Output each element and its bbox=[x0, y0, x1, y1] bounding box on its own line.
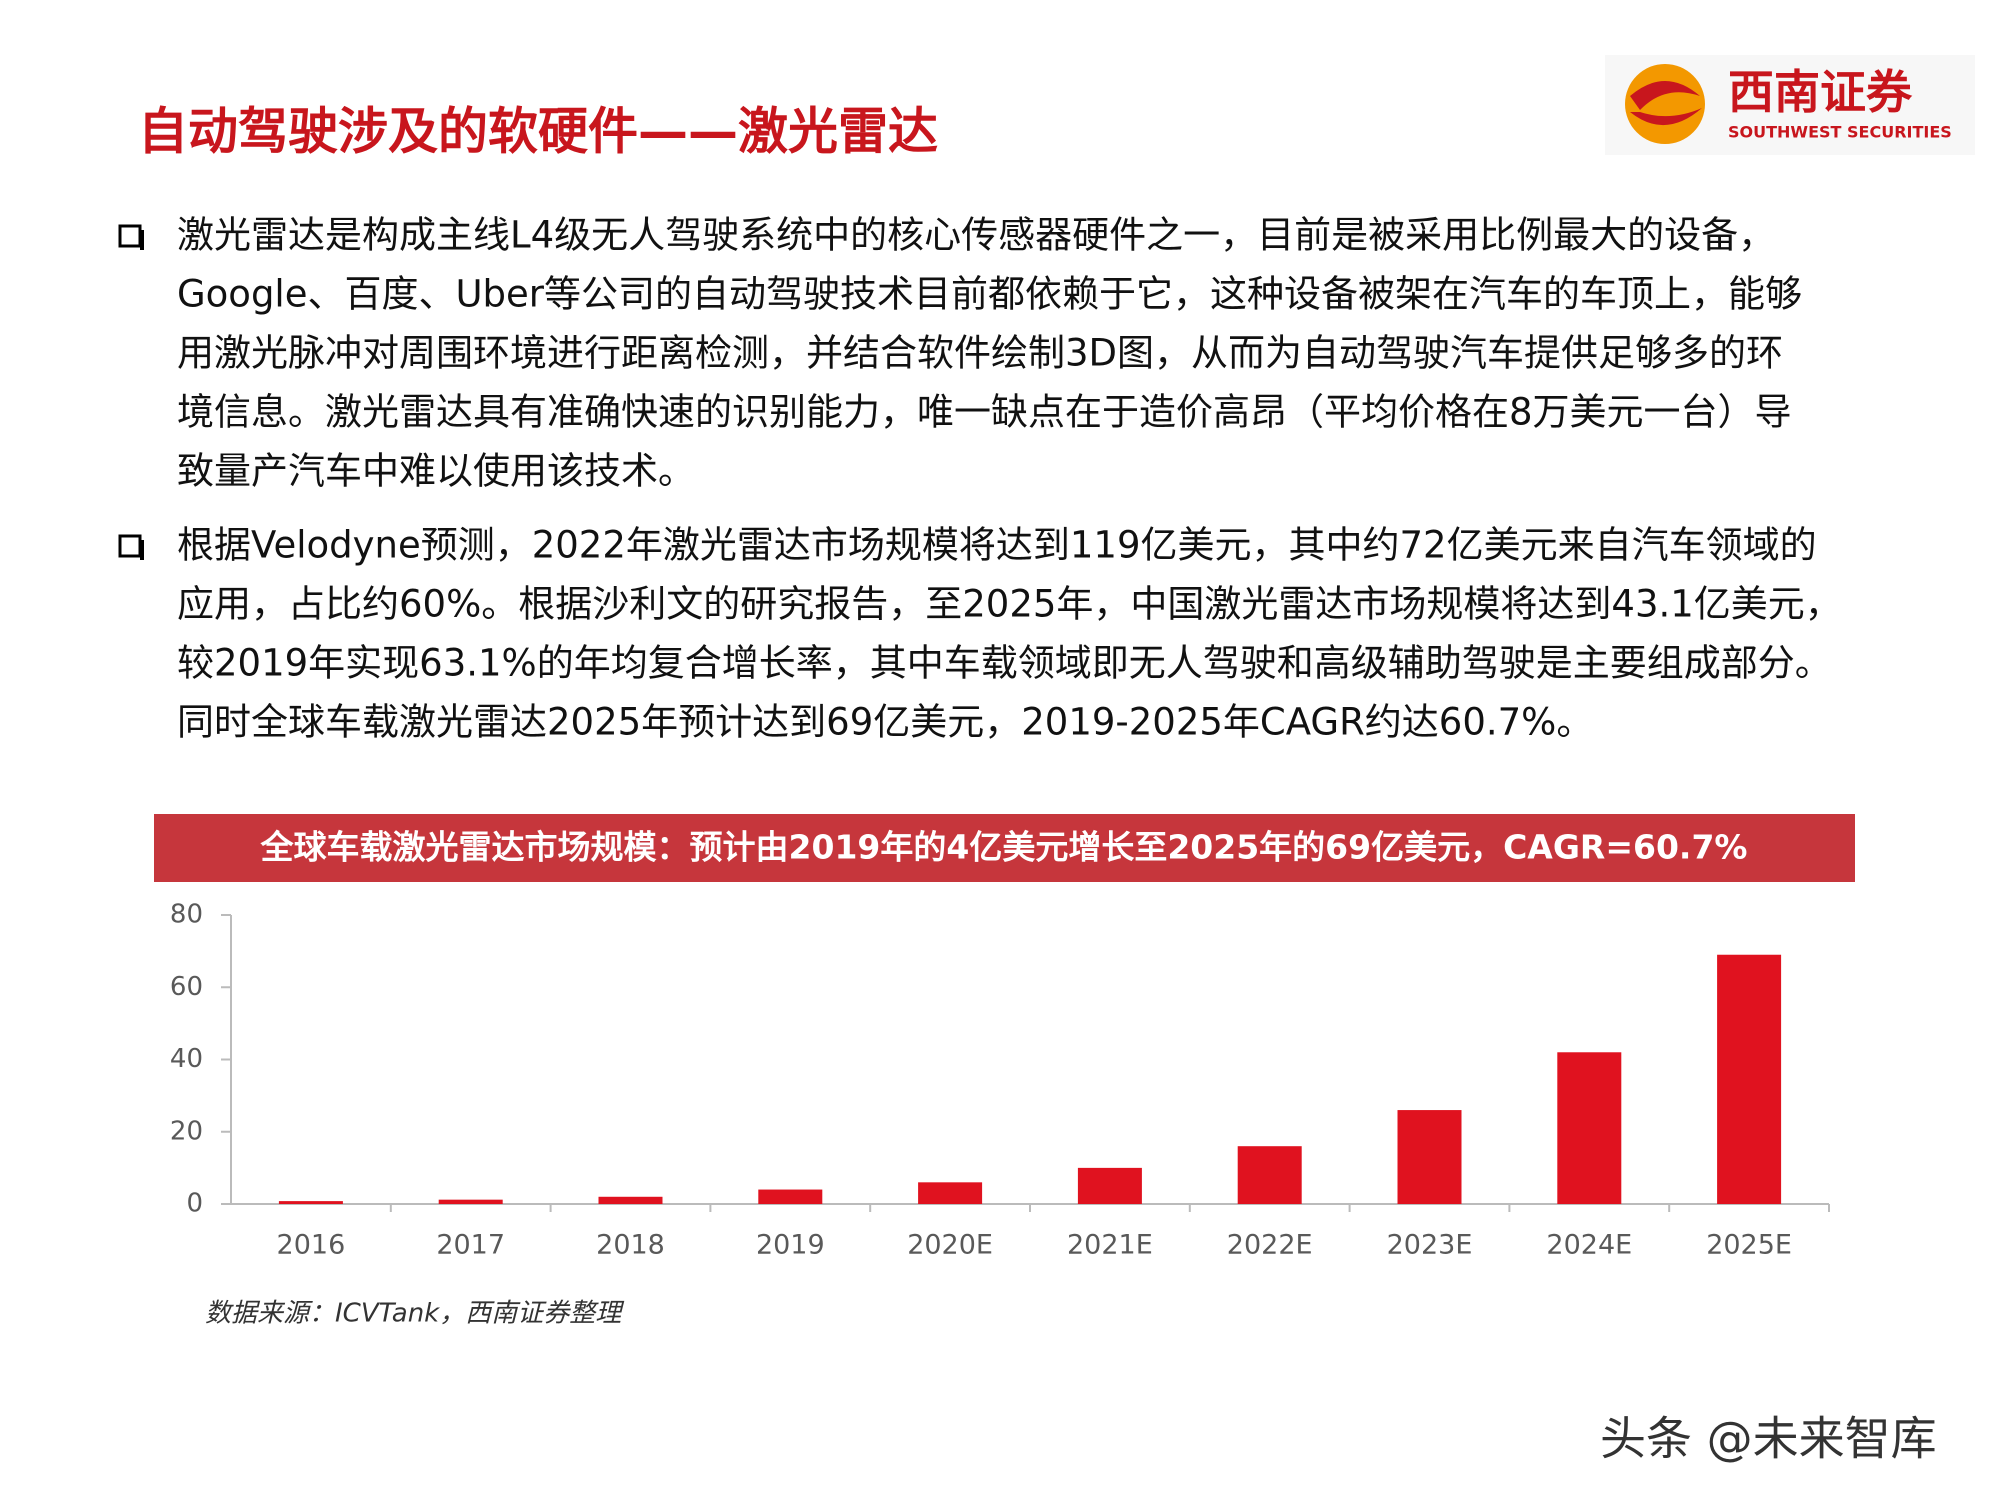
bullet-text: 同时全球车载激光雷达2025年预计达到69亿美元，2019-2025年CAGR约… bbox=[177, 701, 1593, 744]
x-tick-label: 2020E bbox=[907, 1230, 993, 1261]
chart-banner bbox=[154, 814, 1855, 882]
x-tick-label: 2018 bbox=[596, 1230, 665, 1261]
footer-watermark: 头条 @未来智库 bbox=[1600, 1412, 1937, 1466]
logo: 西南证券 SOUTHWEST SECURITIES bbox=[1605, 55, 1975, 155]
logo-swoosh bbox=[1630, 81, 1700, 110]
bar bbox=[1717, 954, 1782, 1204]
bar bbox=[598, 1196, 663, 1204]
bullet-text: 境信息。激光雷达具有准确快速的识别能力，唯一缺点在于造价高昂（平均价格在8万美元… bbox=[177, 391, 1792, 434]
bullet-text: 致量产汽车中难以使用该技术。 bbox=[177, 450, 695, 493]
x-tick-label: 2017 bbox=[436, 1230, 505, 1261]
y-tick-label: 80 bbox=[170, 900, 203, 930]
bar bbox=[758, 1189, 823, 1204]
bullet-shadow bbox=[140, 540, 144, 560]
bar bbox=[1077, 1167, 1142, 1204]
logo-english: SOUTHWEST SECURITIES bbox=[1728, 123, 1952, 142]
source-note: 数据来源：ICVTank，西南证券整理 bbox=[205, 1299, 625, 1329]
x-tick-label: 2023E bbox=[1387, 1230, 1473, 1261]
y-tick-label: 0 bbox=[186, 1189, 203, 1219]
bullet-box bbox=[118, 224, 142, 248]
bar bbox=[1557, 1052, 1622, 1204]
x-tick-label: 2019 bbox=[756, 1230, 825, 1261]
slide-title: 自动驾驶涉及的软硬件——激光雷达 bbox=[138, 103, 938, 161]
bullet-text: 较2019年实现63.1%的年均复合增长率，其中车载领域即无人驾驶和高级辅助驾驶… bbox=[177, 642, 1832, 685]
y-tick-label: 20 bbox=[170, 1116, 203, 1146]
logo-circle bbox=[1625, 64, 1705, 144]
bullet-text: 根据Velodyne预测，2022年激光雷达市场规模将达到119亿美元，其中约7… bbox=[177, 524, 1817, 567]
bar bbox=[918, 1182, 983, 1204]
logo-swoosh bbox=[1630, 108, 1702, 126]
bullet-box bbox=[118, 534, 142, 558]
x-tick-label: 2016 bbox=[277, 1230, 346, 1261]
y-tick-label: 40 bbox=[170, 1044, 203, 1074]
bullet-text: 应用，占比约60%。根据沙利文的研究报告，至2025年，中国激光雷达市场规模将达… bbox=[177, 583, 1842, 626]
bullet-text: Google、百度、Uber等公司的自动驾驶技术目前都依赖于它，这种设备被架在汽… bbox=[177, 273, 1802, 316]
x-tick-label: 2024E bbox=[1546, 1230, 1632, 1261]
bar bbox=[1397, 1110, 1462, 1204]
x-tick-label: 2025E bbox=[1706, 1230, 1792, 1261]
bullet-shadow bbox=[140, 230, 144, 250]
bullet-text: 用激光脉冲对周围环境进行距离检测，并结合软件绘制3D图，从而为自动驾驶汽车提供足… bbox=[177, 332, 1783, 375]
logo-name: 西南证券 bbox=[1728, 65, 1913, 119]
bar bbox=[1237, 1146, 1302, 1204]
x-tick-label: 2021E bbox=[1067, 1230, 1153, 1261]
y-tick-label: 60 bbox=[170, 972, 203, 1002]
chart-title: 全球车载激光雷达市场规模：预计由2019年的4亿美元增长至2025年的69亿美元… bbox=[260, 828, 1748, 867]
bar bbox=[278, 1201, 343, 1204]
x-tick-label: 2022E bbox=[1227, 1230, 1313, 1261]
bullet-text: 激光雷达是构成主线L4级无人驾驶系统中的核心传感器硬件之一，目前是被采用比例最大… bbox=[177, 214, 1775, 257]
bar bbox=[438, 1199, 503, 1204]
